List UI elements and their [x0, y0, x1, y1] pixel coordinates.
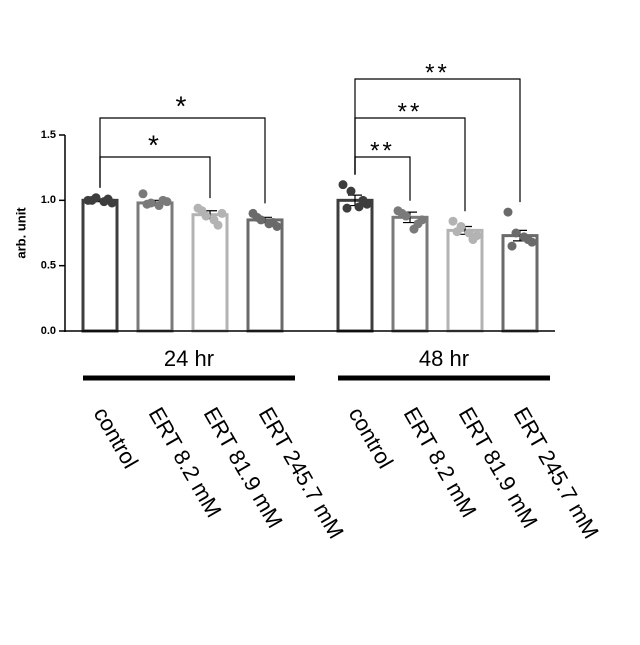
data-point — [449, 217, 458, 226]
data-point — [508, 242, 517, 251]
data-point — [347, 187, 356, 196]
significance-label: * — [176, 90, 190, 121]
y-tick-label: 0.0 — [41, 325, 56, 337]
bar — [448, 230, 482, 331]
data-point — [469, 235, 478, 244]
group-label: 24 hr — [164, 346, 214, 371]
data-point — [253, 213, 262, 222]
data-point — [398, 209, 407, 218]
bar — [138, 203, 172, 331]
significance-label: ** — [370, 137, 395, 164]
bar — [393, 217, 427, 331]
significance-label: * — [148, 129, 162, 160]
significance-label: ** — [425, 59, 450, 86]
data-point — [414, 219, 423, 228]
data-point — [343, 204, 352, 213]
y-tick-label: 1.5 — [41, 129, 56, 141]
significance-bracket — [100, 157, 210, 198]
x-tick-label: control — [344, 403, 399, 473]
significance-label: ** — [398, 98, 423, 125]
bar — [338, 200, 372, 331]
data-point — [218, 209, 227, 218]
data-point — [214, 221, 223, 230]
group-label: 48 hr — [419, 346, 469, 371]
data-point — [339, 180, 348, 189]
data-point — [453, 227, 462, 236]
data-point — [104, 195, 113, 204]
chart: arb. unit 0.00.51.01.5controlERT 8.2 mME… — [0, 0, 640, 640]
data-point — [269, 218, 278, 227]
y-axis-label: arb. unit — [13, 207, 28, 259]
significance-bracket — [100, 118, 265, 203]
data-point — [512, 229, 521, 238]
y-tick-label: 1.0 — [41, 194, 56, 206]
data-point — [88, 196, 97, 205]
data-point — [359, 196, 368, 205]
bar — [193, 215, 227, 331]
data-point — [524, 235, 533, 244]
data-point — [504, 208, 513, 217]
y-tick-label: 0.5 — [41, 260, 56, 272]
data-point — [198, 206, 207, 215]
data-point — [159, 196, 168, 205]
bar — [83, 200, 117, 331]
bar — [503, 236, 537, 331]
data-point — [143, 200, 152, 209]
data-point — [139, 189, 148, 198]
bar — [248, 220, 282, 331]
x-tick-label: control — [89, 403, 144, 473]
